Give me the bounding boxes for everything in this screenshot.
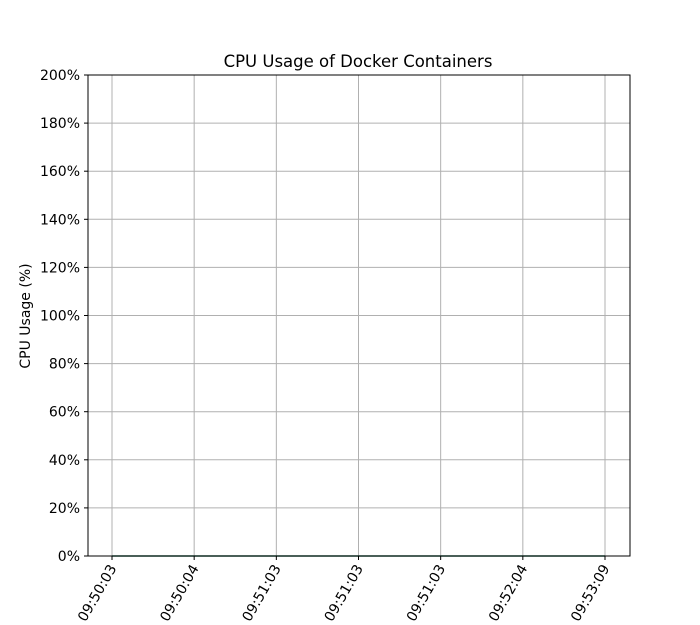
y-tick-label: 120% [40,260,80,276]
y-tick-label: 160% [40,164,80,180]
chart-title: CPU Usage of Docker Containers [224,52,493,71]
y-tick-label: 60% [49,405,80,421]
y-tick-label: 20% [49,501,80,517]
y-tick-label: 140% [40,212,80,228]
y-tick-label: 100% [40,309,80,325]
y-tick-label: 80% [49,357,80,373]
y-tick-label: 0% [58,549,80,565]
y-axis-label: CPU Usage (%) [18,263,34,368]
y-tick-label: 40% [49,453,80,469]
y-tick-label: 200% [40,68,80,84]
y-tick-label: 180% [40,116,80,132]
y-axis: 0% 20% 40% 60% 80% 100% 120% 140% 160% 180% 200% [40,68,88,565]
